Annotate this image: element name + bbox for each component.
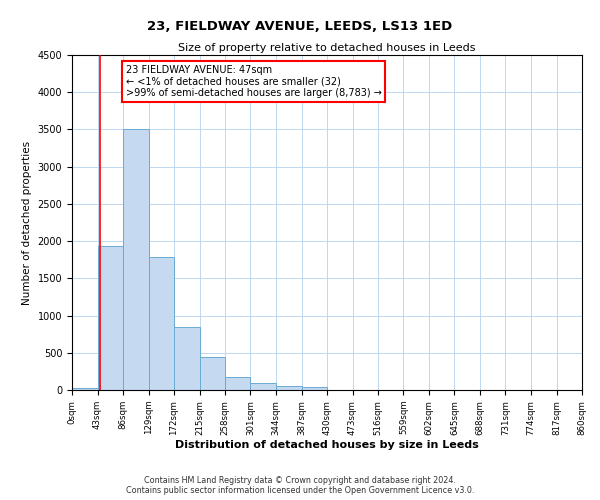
Bar	[302, 387, 327, 390]
Bar	[174, 326, 199, 390]
Bar	[149, 258, 174, 390]
Bar	[97, 246, 123, 390]
Text: 23, FIELDWAY AVENUE, LEEDS, LS13 1ED: 23, FIELDWAY AVENUE, LEEDS, LS13 1ED	[148, 20, 452, 33]
Bar	[276, 386, 302, 390]
Text: Contains HM Land Registry data © Crown copyright and database right 2024.
Contai: Contains HM Land Registry data © Crown c…	[126, 476, 474, 495]
Bar	[123, 130, 149, 390]
Text: 23 FIELDWAY AVENUE: 47sqm
← <1% of detached houses are smaller (32)
>99% of semi: 23 FIELDWAY AVENUE: 47sqm ← <1% of detac…	[125, 65, 382, 98]
Y-axis label: Number of detached properties: Number of detached properties	[22, 140, 32, 304]
Bar	[199, 356, 225, 390]
X-axis label: Distribution of detached houses by size in Leeds: Distribution of detached houses by size …	[175, 440, 479, 450]
Bar	[251, 384, 276, 390]
Bar	[225, 377, 251, 390]
Bar	[72, 388, 97, 390]
Title: Size of property relative to detached houses in Leeds: Size of property relative to detached ho…	[178, 43, 476, 53]
